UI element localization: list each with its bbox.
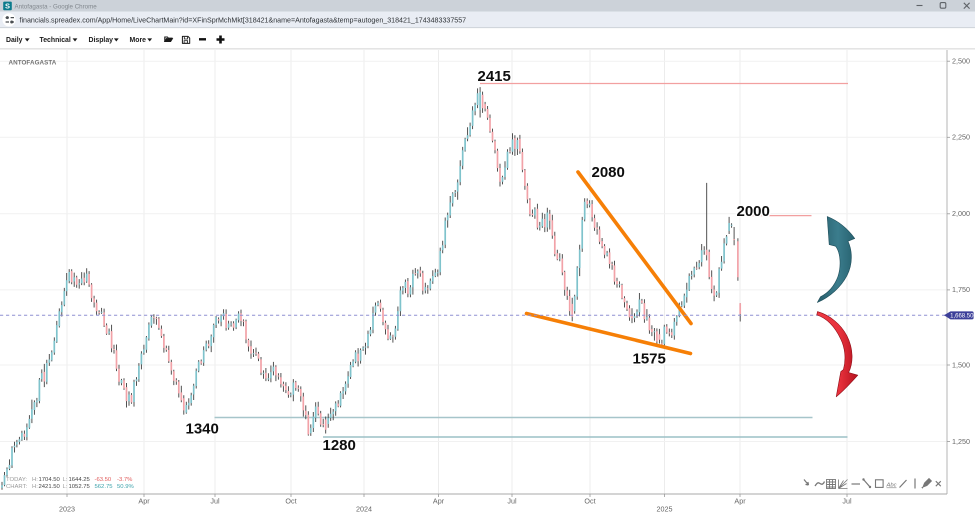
svg-text:2024: 2024 [356, 505, 372, 514]
svg-text:Jul: Jul [842, 497, 852, 506]
svg-text:CHART:: CHART: [6, 484, 28, 490]
svg-text:1280: 1280 [323, 437, 356, 454]
svg-text:2,250: 2,250 [952, 133, 970, 142]
svg-text:Apr: Apr [734, 497, 746, 506]
svg-text:L:: L: [63, 477, 68, 483]
svg-text:1,500: 1,500 [952, 360, 970, 369]
svg-text:2080: 2080 [592, 164, 625, 181]
svg-text:Apr: Apr [433, 497, 445, 506]
svg-text:2000: 2000 [737, 203, 770, 220]
svg-text:2421.50: 2421.50 [39, 484, 61, 490]
svg-text:2,000: 2,000 [952, 209, 970, 218]
svg-text:Oct: Oct [584, 497, 595, 506]
svg-text:H:: H: [32, 484, 38, 490]
svg-text:Abc: Abc [886, 483, 897, 489]
svg-text:Technical: Technical [40, 37, 71, 44]
svg-text:Jul: Jul [210, 497, 220, 506]
svg-text:1,750: 1,750 [952, 285, 970, 294]
svg-text:1704.50: 1704.50 [39, 477, 61, 483]
svg-text:50.9%: 50.9% [117, 484, 134, 490]
svg-text:2023: 2023 [59, 505, 75, 514]
svg-text:S: S [5, 1, 10, 10]
svg-text:Jul: Jul [507, 497, 517, 506]
svg-text:2,500: 2,500 [952, 57, 970, 66]
svg-text:Display: Display [89, 37, 114, 44]
svg-text:1340: 1340 [186, 421, 219, 438]
svg-text:TODAY:: TODAY: [6, 477, 27, 483]
svg-text:Daily: Daily [6, 37, 23, 44]
svg-text:-3.7%: -3.7% [117, 477, 133, 483]
svg-text:-63.50: -63.50 [95, 477, 112, 483]
svg-text:More: More [130, 37, 147, 44]
svg-text:2025: 2025 [657, 505, 673, 514]
svg-text:financials.spreadex.com/App/Ho: financials.spreadex.com/App/Home/LiveCha… [20, 16, 467, 24]
svg-text:Antofagasta - Google Chrome: Antofagasta - Google Chrome [15, 3, 98, 10]
svg-text:1,250: 1,250 [952, 437, 970, 446]
svg-text:ANTOFAGASTA: ANTOFAGASTA [9, 59, 57, 66]
svg-text:1644.25: 1644.25 [69, 477, 91, 483]
svg-text:Apr: Apr [138, 497, 150, 506]
svg-text:562.75: 562.75 [95, 484, 114, 490]
svg-text:2415: 2415 [478, 68, 511, 85]
svg-text:L:: L: [63, 484, 68, 490]
svg-text:1052.75: 1052.75 [69, 484, 91, 490]
svg-text:H:: H: [32, 477, 38, 483]
svg-text:1,668.50: 1,668.50 [950, 314, 974, 320]
svg-text:1575: 1575 [633, 351, 666, 368]
svg-text:Oct: Oct [285, 497, 296, 506]
